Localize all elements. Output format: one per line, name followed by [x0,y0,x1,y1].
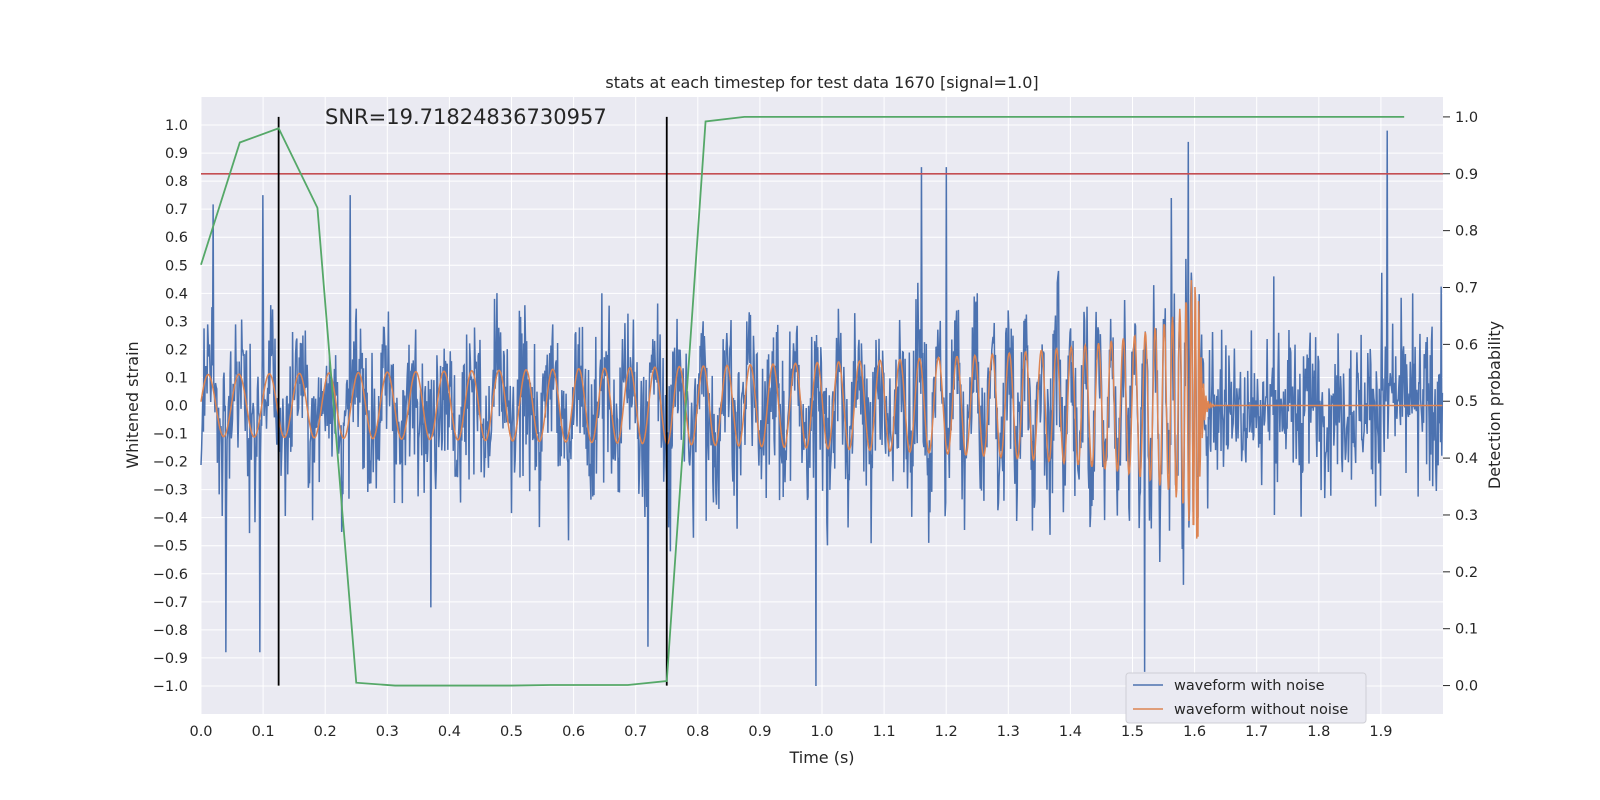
x-tick-label: 0.2 [314,724,337,740]
detection-probability-line [200,116,1405,687]
snr-annotation: SNR=19.71824836730957 [325,105,607,129]
y-tick-label: 1.0 [165,118,188,134]
x-tick-label: 1.5 [1121,724,1144,740]
y-tick-label: 0.9 [165,146,188,162]
y-tick-label: −0.7 [153,595,188,611]
x-tick-label: 1.1 [873,724,896,740]
y-tick-label: 0.7 [165,202,188,218]
x-tick-label: 0.9 [748,724,771,740]
y2-tick-label: 0.7 [1455,281,1478,297]
x-axis-label: Time (s) [788,748,854,767]
legend-label-noise: waveform with noise [1174,678,1325,694]
y-tick-label: −0.6 [153,567,188,583]
y-tick-label: −1.0 [153,679,188,695]
y-tick-label: 0.3 [165,314,188,330]
y2-axis-label: Detection probability [1485,321,1504,489]
y2-tick-label: 0.8 [1455,224,1478,240]
y-tick-label: 0.6 [165,230,188,246]
legend: waveform with noise waveform without noi… [1125,672,1367,724]
y2-tick-label: 0.0 [1455,679,1478,695]
x-tick-label: 0.1 [252,724,275,740]
x-tick-label: 1.7 [1245,724,1268,740]
x-tick-label: 0.0 [189,724,212,740]
x-tick-label: 1.2 [935,724,958,740]
y-tick-label: 0.1 [165,370,188,386]
y-axis-label: Whitened strain [123,341,142,468]
chart-title: stats at each timestep for test data 167… [605,73,1038,92]
y2-tick-label: 0.6 [1455,337,1478,353]
y-tick-label: 0.2 [165,342,188,358]
clean-waveform-layer [200,280,1443,539]
x-tick-label: 1.0 [810,724,833,740]
x-tick-label: 0.5 [500,724,523,740]
x-tick-label: 1.8 [1307,724,1330,740]
x-tick-label: 1.3 [997,724,1020,740]
y-tick-label: 0.4 [165,286,188,302]
x-tick-label: 1.4 [1059,724,1082,740]
overlay-layer [200,116,1443,687]
x-tick-label: 0.6 [562,724,585,740]
legend-box [1125,672,1367,724]
y-tick-label: −0.9 [153,651,188,667]
y-tick-label: 0.5 [165,258,188,274]
y-tick-label: −0.3 [153,483,188,499]
y2-tick-label: 0.3 [1455,508,1478,524]
x-tick-label: 0.3 [376,724,399,740]
y-tick-labels: 1.0 0.9 0.8 0.7 0.6 0.5 0.4 0.3 0.2 0.1 0.0 −0.1 −0.… [153,118,188,695]
y2-tick-label: 1.0 [1455,110,1478,126]
y2-tick-label: 0.9 [1455,167,1478,183]
y-tick-label: 0.8 [165,174,188,190]
y-tick-label: −0.5 [153,539,188,555]
x-tick-label: 0.8 [686,724,709,740]
x-tick-label: 1.9 [1369,724,1392,740]
grid [200,97,1443,714]
y-tick-label: −0.1 [153,427,188,443]
y-tick-label: 0.0 [165,399,188,415]
x-tick-label: 1.6 [1183,724,1206,740]
x-tick-label: 0.4 [438,724,461,740]
clean-waveform-line [200,280,1443,539]
y2-tick-label: 0.2 [1455,565,1478,581]
y2-tick-label: 0.1 [1455,622,1478,638]
y2-tick-label: 0.4 [1455,451,1478,467]
x-tick-labels: 0.0 0.1 0.2 0.3 0.4 0.5 0.6 0.7 0.8 0.9 1.0 1.1 1.2 1… [189,724,1392,740]
y2-tick-label: 0.5 [1455,394,1478,410]
y2-tick-labels: 1.0 0.9 0.8 0.7 0.6 0.5 0.4 0.3 0.2 0.1 0.0 [1443,110,1478,695]
y-tick-label: −0.8 [153,623,188,639]
x-tick-label: 0.7 [624,724,647,740]
legend-label-clean: waveform without noise [1174,702,1348,718]
y-tick-label: −0.2 [153,455,188,471]
y-tick-label: −0.4 [153,511,188,527]
